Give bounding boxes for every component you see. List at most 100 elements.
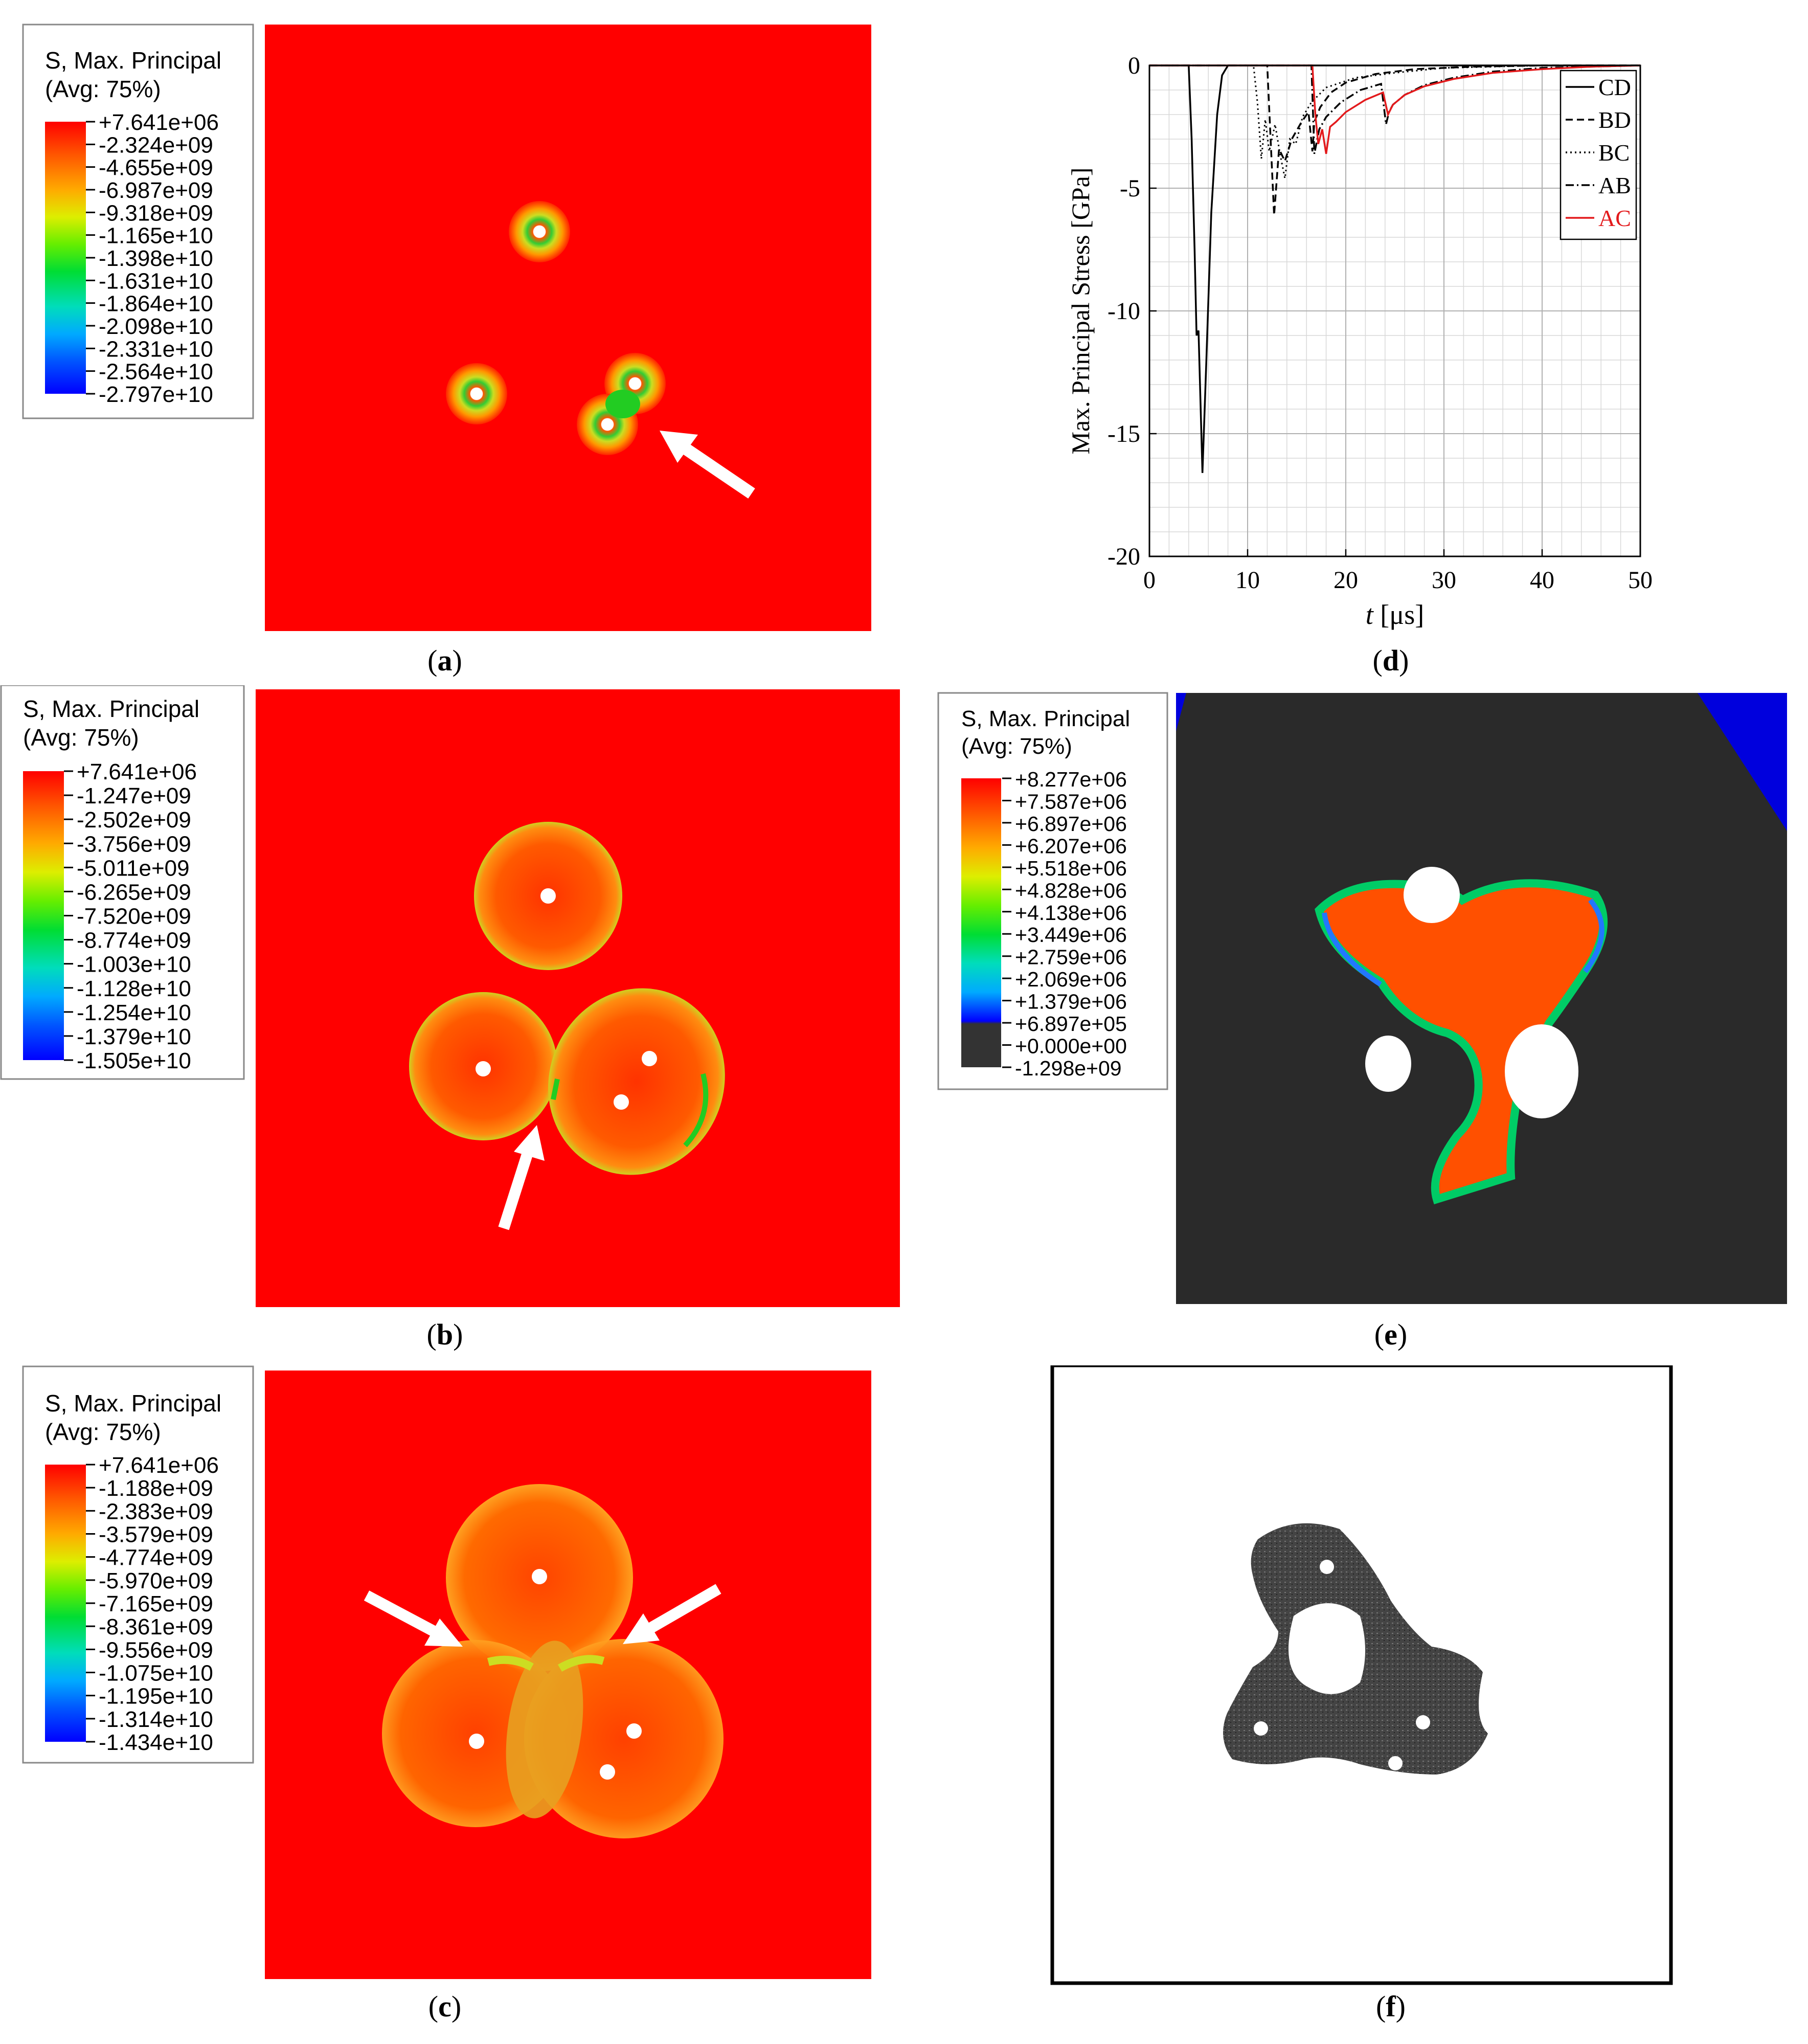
legend-tick-label: -2.797e+10 xyxy=(99,382,213,407)
x-tick-label: 20 xyxy=(1334,567,1358,594)
borehole-right-upper xyxy=(1416,1715,1430,1729)
panel-e: S, Max. Principal (Avg: 75%) +8.277e+06 +… xyxy=(920,685,1808,1365)
legend-tick-label: -2.564e+10 xyxy=(99,360,213,385)
legend-ticks: +7.641e+06-1.188e+09-2.383e+09-3.579e+09… xyxy=(86,1453,219,1755)
subfigure-label-d: (d) xyxy=(1372,644,1409,677)
x-tick-label: 50 xyxy=(1628,567,1653,594)
legend-tick-label: -2.098e+10 xyxy=(99,314,213,339)
legend-tick-label: -1.505e+10 xyxy=(77,1048,191,1073)
legend-title: S, Max. Principal xyxy=(45,1390,221,1417)
legend-tick-label: -1.195e+10 xyxy=(99,1684,213,1709)
legend-tick-label: +6.897e+06 xyxy=(1015,812,1127,836)
legend-tick-label: +7.641e+06 xyxy=(99,1453,219,1478)
legend-tick-label: -2.502e+09 xyxy=(77,807,191,833)
legend-tick-label: -1.631e+10 xyxy=(99,268,213,294)
y-tick-label: -10 xyxy=(1108,298,1140,325)
panel-b: S, Max. Principal (Avg: 75%) +7.641e+06-… xyxy=(0,685,920,1365)
legend-tick-label: -1.188e+09 xyxy=(99,1476,213,1501)
legend-entry-ac: AC xyxy=(1598,205,1631,231)
panel-f-figure xyxy=(1050,1365,1673,1985)
subfigure-label-c: (c) xyxy=(428,1990,462,2023)
borehole-left xyxy=(1365,1036,1411,1092)
legend-c: S, Max. Principal (Avg: 75%) +7.641e+06-… xyxy=(22,1365,254,1764)
legend-tick-label: -8.774e+09 xyxy=(77,928,191,953)
legend-tick-label: -5.970e+09 xyxy=(99,1568,213,1593)
edge-tension-zone xyxy=(1698,693,1787,831)
y-tick-labels: 0 -5 -10 -15 -20 xyxy=(1108,52,1157,570)
chart-legend: CD BD BC AB AC xyxy=(1560,70,1637,240)
legend-tick-label: -1.434e+10 xyxy=(99,1730,213,1755)
subfigure-label-f: (f) xyxy=(1376,1990,1406,2023)
legend-colorbar xyxy=(961,778,1001,1067)
legend-tick-label: -2.331e+10 xyxy=(99,336,213,362)
borehole-left xyxy=(1254,1721,1268,1736)
legend-title: S, Max. Principal xyxy=(961,706,1130,731)
legend-tick-label: -2.383e+09 xyxy=(99,1499,213,1524)
legend-entry-ab: AB xyxy=(1598,172,1631,198)
legend-tick-label: -8.361e+09 xyxy=(99,1614,213,1639)
series-line-ab xyxy=(1149,64,1641,154)
y-axis-label: Max. Principal Stress [GPa] xyxy=(1066,167,1095,454)
legend-tick-label: -9.556e+09 xyxy=(99,1637,213,1663)
legend-tick-label: -1.165e+10 xyxy=(99,223,213,249)
legend-tick-label: -5.011e+09 xyxy=(77,856,190,881)
series-line-bd xyxy=(1149,64,1640,215)
arrow-icon xyxy=(660,431,755,499)
panel-a: S, Max. Principal (Avg: 75%) +7.641e+06-… xyxy=(0,0,900,685)
legend-tick-label: +7.641e+06 xyxy=(99,110,219,135)
legend-entry-cd: CD xyxy=(1598,74,1631,100)
legend-subtitle: (Avg: 75%) xyxy=(23,724,139,751)
legend-tick-label: +4.138e+06 xyxy=(1015,901,1127,925)
subfigure-label-a: (a) xyxy=(427,644,462,677)
x-tick-labels: 0 10 20 30 40 50 xyxy=(1143,549,1653,594)
legend-tick-label: -2.324e+09 xyxy=(99,132,213,158)
panel-a-figure: S, Max. Principal (Avg: 75%) +7.641e+06-… xyxy=(22,24,871,631)
legend-entry-bd: BD xyxy=(1598,107,1631,133)
legend-title: S, Max. Principal xyxy=(45,47,221,74)
legend-colorbar xyxy=(45,1465,86,1742)
borehole-right-lower xyxy=(1388,1756,1403,1770)
legend-tick-label: -1.128e+10 xyxy=(77,976,191,1001)
legend-tick-label: -1.298e+09 xyxy=(1015,1057,1122,1080)
legend-tick-label: -1.379e+10 xyxy=(77,1024,191,1049)
legend-tick-label: -1.314e+10 xyxy=(99,1707,213,1732)
legend-tick-label: +0.000e+00 xyxy=(1015,1035,1127,1058)
legend-tick-label: -1.075e+10 xyxy=(99,1661,213,1686)
legend-colorbar xyxy=(23,771,64,1060)
legend-tick-label: +6.897e+05 xyxy=(1015,1012,1127,1036)
legend-ticks: +8.277e+06+7.587e+06+6.897e+06+6.207e+06… xyxy=(1002,768,1127,1080)
arrow-icon-right xyxy=(623,1584,721,1644)
y-tick-label: -15 xyxy=(1108,420,1140,447)
arrow-icon-left xyxy=(364,1590,463,1647)
subfigure-label-e: (e) xyxy=(1374,1318,1408,1351)
borehole-right xyxy=(1505,1024,1578,1118)
legend-tick-label: -3.579e+09 xyxy=(99,1522,213,1547)
legend-title: S, Max. Principal xyxy=(23,695,199,722)
stress-field-a xyxy=(265,25,871,631)
legend-tick-label: -7.165e+09 xyxy=(99,1591,213,1616)
panel-e-figure: S, Max. Principal (Avg: 75%) +8.277e+06+… xyxy=(937,692,1787,1304)
legend-tick-label: +7.587e+06 xyxy=(1015,790,1127,813)
legend-tick-label: +5.518e+06 xyxy=(1015,857,1127,880)
series-layer xyxy=(1149,64,1641,473)
y-tick-label: -5 xyxy=(1120,175,1140,202)
x-axis-label: t [μs] xyxy=(1366,599,1424,630)
legend-subtitle: (Avg: 75%) xyxy=(961,734,1072,759)
legend-tick-label: -1.247e+09 xyxy=(77,783,191,808)
legend-tick-label: -9.318e+09 xyxy=(99,200,213,226)
legend-tick-label: -4.655e+09 xyxy=(99,155,213,181)
arrow-icon xyxy=(498,1125,545,1230)
stress-field-b xyxy=(256,689,900,1307)
panel-c-figure: S, Max. Principal (Avg: 75%) +7.641e+06-… xyxy=(22,1365,871,1979)
borehole-top xyxy=(1320,1560,1334,1574)
series-line-cd xyxy=(1149,64,1640,473)
legend-b: S, Max. Principal (Avg: 75%) +7.641e+06-… xyxy=(0,685,245,1080)
legend-tick-label: +2.069e+06 xyxy=(1015,968,1127,991)
legend-tick-label: -1.398e+10 xyxy=(99,246,213,271)
stress-time-chart: 0 10 20 30 40 50 0 -5 -10 -15 -20 Max. Principal … xyxy=(1066,52,1653,630)
x-tick-label: 30 xyxy=(1432,567,1456,594)
legend-ticks: +7.641e+06-2.324e+09-4.655e+09-6.987e+09… xyxy=(86,110,219,407)
subfigure-label-b: (b) xyxy=(426,1318,463,1351)
panel-c: S, Max. Principal (Avg: 75%) +7.641e+06-… xyxy=(0,1365,920,2044)
legend-tick-label: -7.520e+09 xyxy=(77,904,191,929)
